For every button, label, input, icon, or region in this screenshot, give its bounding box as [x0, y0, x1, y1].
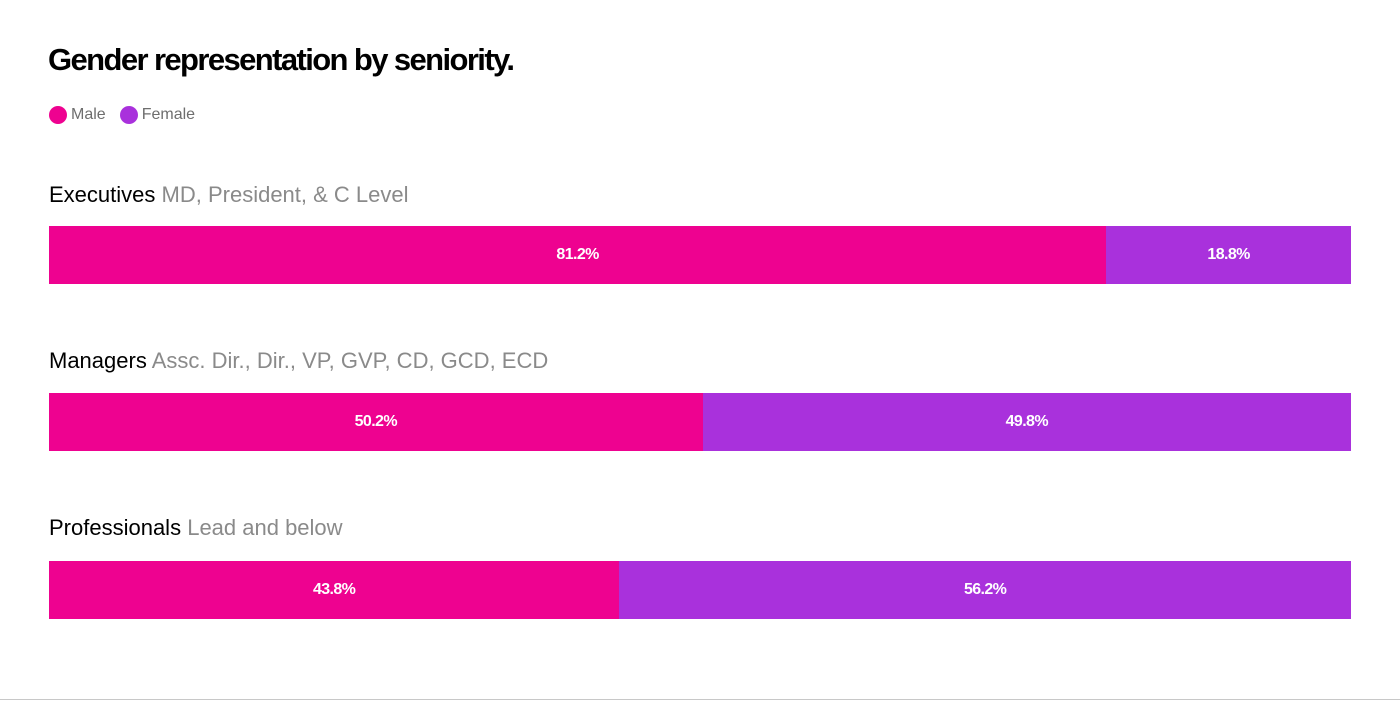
bar-segment-female: 18.8%: [1106, 226, 1351, 284]
bar-segment-male: 43.8%: [49, 561, 620, 619]
bottom-divider: [0, 699, 1400, 700]
bar-professionals: 43.8% 56.2%: [49, 561, 1351, 619]
bar-segment-male: 81.2%: [49, 226, 1107, 284]
group-name: Managers: [49, 348, 147, 373]
data-label: 50.2%: [354, 413, 398, 430]
chart-title: Gender representation by seniority.: [48, 42, 515, 77]
legend-label-male: Male: [71, 106, 106, 123]
group-name: Professionals: [49, 515, 182, 540]
data-label: 18.8%: [1207, 246, 1250, 263]
legend-swatch-male: [49, 106, 67, 124]
legend-item-female: Female: [119, 106, 196, 124]
bar-managers: 50.2% 49.8%: [49, 393, 1351, 451]
bar-segment-female: 56.2%: [619, 561, 1351, 619]
group-description: MD, President, & C Level: [161, 182, 409, 207]
group-name: Executives: [49, 182, 156, 207]
group-description: Assc. Dir., Dir., VP, GVP, CD, GCD, ECD: [151, 348, 549, 373]
group-label-professionals: Professionals Lead and below: [49, 514, 343, 542]
bar-executives: 81.2% 18.8%: [49, 226, 1351, 284]
group-label-executives: Executives MD, President, & C Level: [49, 181, 409, 209]
group-label-managers: Managers Assc. Dir., Dir., VP, GVP, CD, …: [49, 347, 548, 375]
legend-label-female: Female: [141, 106, 196, 123]
bar-segment-male: 50.2%: [49, 393, 703, 451]
legend-swatch-female: [119, 106, 138, 124]
legend: Male Female: [49, 104, 209, 126]
group-description: Lead and below: [187, 515, 343, 540]
data-label: 56.2%: [963, 581, 1007, 598]
data-label: 49.8%: [1005, 413, 1049, 430]
data-label: 81.2%: [556, 246, 599, 263]
bar-segment-female: 49.8%: [702, 393, 1351, 451]
data-label: 43.8%: [312, 581, 356, 598]
legend-item-male: Male: [49, 106, 106, 124]
